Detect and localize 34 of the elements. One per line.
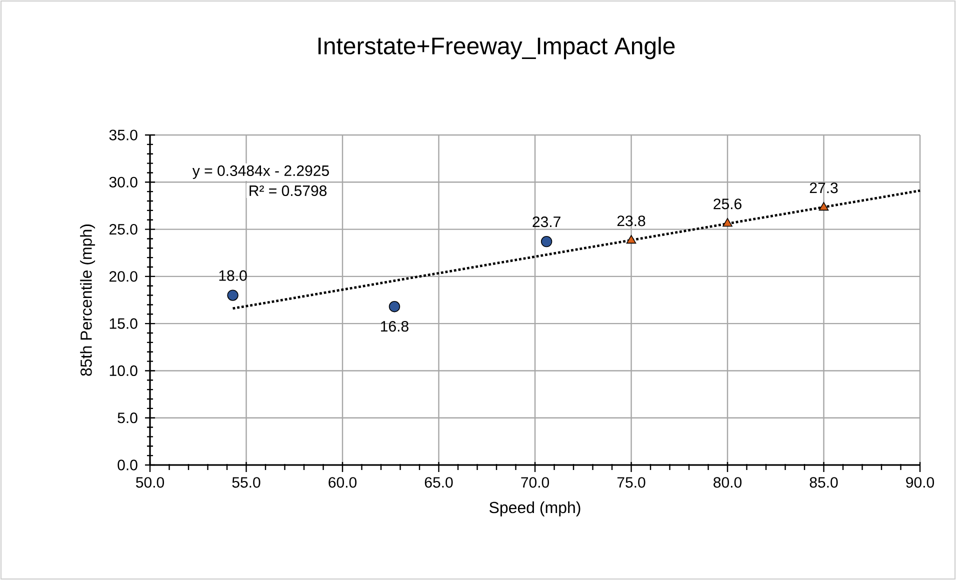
- y-tick-label: 0.0: [118, 460, 138, 470]
- annotation: R² = 0.5798: [250, 185, 327, 196]
- y-tick-label: 25.0: [110, 224, 138, 235]
- x-tick-label: 70.0: [521, 477, 550, 488]
- x-tick-label: 75.0: [617, 477, 646, 488]
- x-tick-label: 50.0: [136, 477, 164, 488]
- x-tick-label: 65.0: [424, 477, 453, 488]
- x-tick-label: 85.0: [810, 477, 838, 488]
- y-tick-label: 5.0: [118, 412, 138, 424]
- data-label: 18.0: [219, 270, 247, 281]
- annotation: y = 0.3484x - 2.2925: [192, 165, 329, 179]
- y-tick-label: 20.0: [110, 271, 138, 282]
- data-label: 16.8: [381, 321, 408, 332]
- point: [818, 202, 829, 211]
- x-axis-title: Speed (mph): [489, 501, 580, 516]
- point: [227, 290, 238, 301]
- y-tick-label: 15.0: [110, 318, 138, 329]
- x-tick-label: 90.0: [906, 477, 934, 488]
- data-label: 23.8: [617, 216, 646, 226]
- point: [540, 236, 552, 248]
- data-label: 25.6: [714, 198, 742, 210]
- chart-title: Interstate+Freeway_Impact Angle: [318, 36, 675, 60]
- x-tick-label: 80.0: [714, 477, 742, 488]
- x-tick-label: 60.0: [328, 477, 357, 488]
- x-tick-label: 55.0: [232, 477, 260, 488]
- y-tick-label: 35.0: [109, 130, 138, 140]
- point: [388, 301, 400, 312]
- y-tick-label: 30.0: [109, 176, 138, 188]
- y-tick-label: 10.0: [110, 365, 138, 376]
- data-label: 27.3: [810, 182, 838, 194]
- data-label: 23.7: [532, 216, 560, 228]
- point: [722, 218, 732, 227]
- y-axis-title: 85th Percentile (mph): [80, 224, 96, 376]
- point: [626, 235, 636, 244]
